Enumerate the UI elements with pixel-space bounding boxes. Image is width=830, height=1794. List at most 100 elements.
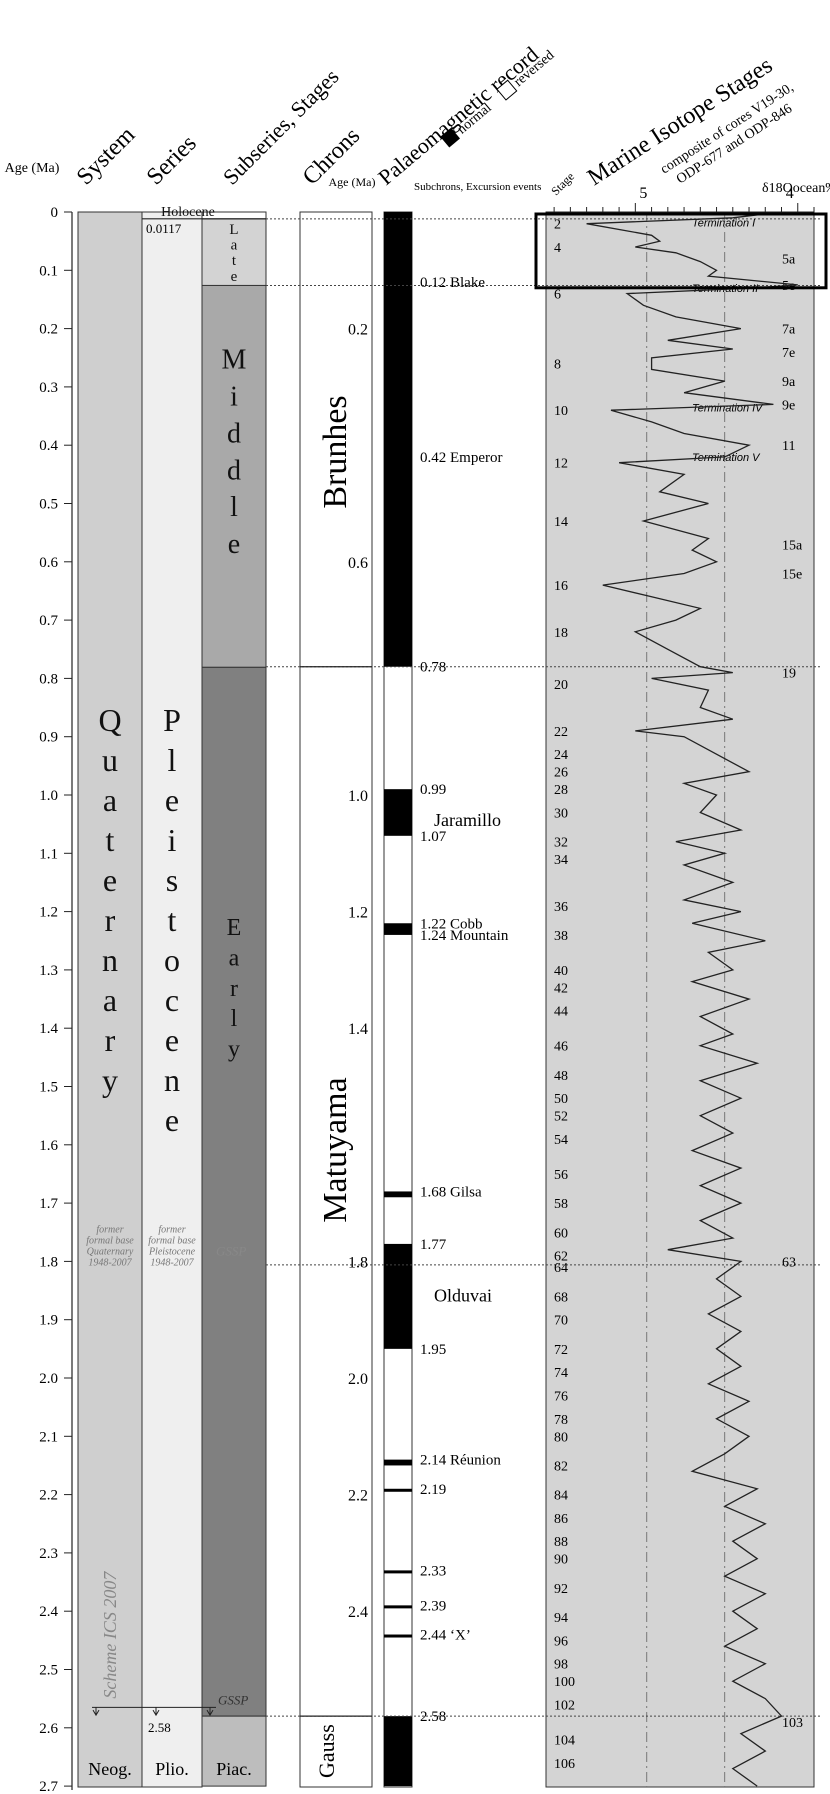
holocene-label: Holocene xyxy=(161,205,215,220)
termination-label: Termination I xyxy=(692,217,755,229)
normal-polarity-bar xyxy=(384,212,412,667)
system-label-letter: r xyxy=(105,902,116,938)
system-label-letter: u xyxy=(102,742,118,778)
isotope-stage-label: 2 xyxy=(554,218,561,233)
isotope-stage-label: 15e xyxy=(782,567,802,582)
subseries-column xyxy=(201,211,267,1787)
d18o-tick-label: 4 xyxy=(786,185,794,202)
age-tick-label: 0.1 xyxy=(39,263,58,279)
isotope-stage-label: 16 xyxy=(554,579,568,594)
subseries-early-letter: a xyxy=(229,945,240,971)
series-label-letter: P xyxy=(163,702,181,738)
subseries-middle-letter: l xyxy=(230,492,238,523)
isotope-stage-label: 50 xyxy=(554,1092,568,1107)
subseries-block xyxy=(201,666,267,1717)
normal-polarity-bar xyxy=(384,1459,412,1466)
subseries-middle-letter: M xyxy=(222,345,247,376)
age-tick-label: 1.2 xyxy=(39,905,58,921)
isotope-stage-label: 48 xyxy=(554,1069,568,1084)
legend-reversed-swatch xyxy=(496,79,518,101)
age-tick-label: 1.0 xyxy=(39,788,58,804)
system-header: System xyxy=(72,122,141,191)
isotope-stage-label: 62 xyxy=(554,1250,568,1265)
isotope-stage-label: 8 xyxy=(554,358,561,373)
normal-polarity-bar xyxy=(384,789,412,836)
subseries-middle-letter: d xyxy=(227,455,241,486)
subseries-early-letter: r xyxy=(230,976,238,1002)
system-label-letter: a xyxy=(103,982,117,1018)
isotope-stage-label: 42 xyxy=(554,981,568,996)
isotope-stage-label: 103 xyxy=(782,1716,803,1731)
subchron-event-label: 1.24 Mountain xyxy=(420,928,509,944)
subchron-event-label: 2.19 xyxy=(420,1482,446,1498)
isotope-stage-label: 4 xyxy=(554,241,561,256)
isotope-stage-label: 32 xyxy=(554,836,568,851)
series-label-letter: l xyxy=(168,742,177,778)
isotope-stage-label: 26 xyxy=(554,766,568,781)
chron-age-label: 2.0 xyxy=(348,1371,368,1388)
chron-age-label: 2.2 xyxy=(348,1488,368,1505)
subchron-event-label: 0.42 Emperor xyxy=(420,450,502,466)
subchron-event-label: 0.78 xyxy=(420,660,446,676)
isotope-stage-label: 98 xyxy=(554,1658,568,1673)
isotope-stage-label: 102 xyxy=(554,1698,575,1713)
isotope-stage-label: 46 xyxy=(554,1040,568,1055)
isotope-stage-label: 19 xyxy=(782,667,796,682)
system-label-neogene: Neog. xyxy=(88,1759,132,1779)
subchron-event-label: 2.14 Réunion xyxy=(420,1453,501,1469)
isotope-stage-label: 15a xyxy=(782,538,803,553)
former-quaternary-note: 1948-2007 xyxy=(88,1257,132,1268)
subchron-event-label: 1.07 xyxy=(420,829,447,845)
series-header: Series xyxy=(142,130,202,190)
isotope-stage-label: 14 xyxy=(554,515,568,530)
chron-age-label: 1.8 xyxy=(348,1254,368,1271)
subchron-event-label: 2.44 ‘X’ xyxy=(420,1628,471,1644)
scheme-label: Scheme ICS 2007 xyxy=(100,1571,120,1699)
isotope-stage-label: 44 xyxy=(554,1005,568,1020)
series-label-letter: i xyxy=(168,822,177,858)
isotope-stage-label: 54 xyxy=(554,1133,568,1148)
isotope-stage-label: 60 xyxy=(554,1226,568,1241)
subseries-middle-letter: e xyxy=(228,529,240,560)
isotope-stage-label: 7e xyxy=(782,346,795,361)
age-tick-label: 1.3 xyxy=(39,963,58,979)
age-tick-label: 0.9 xyxy=(39,730,58,746)
system-label-letter: Q xyxy=(98,702,121,738)
age-tick-label: 0.3 xyxy=(39,380,58,396)
system-column xyxy=(77,211,143,1788)
series-label-letter: e xyxy=(165,1102,179,1138)
subchrons-header: Subchrons, Excursion events xyxy=(414,181,541,193)
age-tick-label: 0.2 xyxy=(39,322,58,338)
isotope-stage-label: 11 xyxy=(782,439,795,454)
system-label-letter: y xyxy=(102,1062,118,1098)
isotope-stage-label: 84 xyxy=(554,1489,568,1504)
gssp-label-1: GSSP xyxy=(216,1244,246,1259)
isotope-stage-label: 78 xyxy=(554,1413,568,1428)
normal-polarity-bar xyxy=(384,1716,412,1787)
isotope-stage-label: 82 xyxy=(554,1459,568,1474)
subchron-event-label: 1.68 Gilsa xyxy=(420,1184,482,1200)
isotope-stage-label: 38 xyxy=(554,929,568,944)
gssp-arrow xyxy=(92,1707,100,1717)
age-tick-label: 1.6 xyxy=(39,1138,58,1154)
isotope-stage-label: 70 xyxy=(554,1314,568,1329)
isotope-stage-label: 12 xyxy=(554,457,568,472)
age-tick-label: 2.6 xyxy=(39,1721,58,1737)
chron-age-header: Age (Ma) xyxy=(329,175,376,189)
isotope-stage-label: 22 xyxy=(554,725,568,740)
subseries-late-letter: L xyxy=(229,222,238,238)
stage-axis-header: Stage xyxy=(548,169,577,198)
normal-polarity-bar xyxy=(384,1634,412,1638)
chron-age-label: 2.4 xyxy=(348,1604,368,1621)
chron-age-label: 1.0 xyxy=(348,788,368,805)
normal-polarity-bar xyxy=(384,1570,412,1574)
system-label-letter: t xyxy=(106,822,115,858)
subseries-early-letter: y xyxy=(228,1036,240,1062)
series-label-letter: t xyxy=(168,902,177,938)
former-quaternary-note: formal base xyxy=(86,1235,134,1246)
age-tick-label: 0.7 xyxy=(39,613,58,629)
chron-label: Gauss xyxy=(314,1724,339,1778)
isotope-stage-label: 18 xyxy=(554,626,568,641)
isotope-stage-label: 94 xyxy=(554,1611,568,1626)
isotope-stage-label: 56 xyxy=(554,1168,568,1183)
